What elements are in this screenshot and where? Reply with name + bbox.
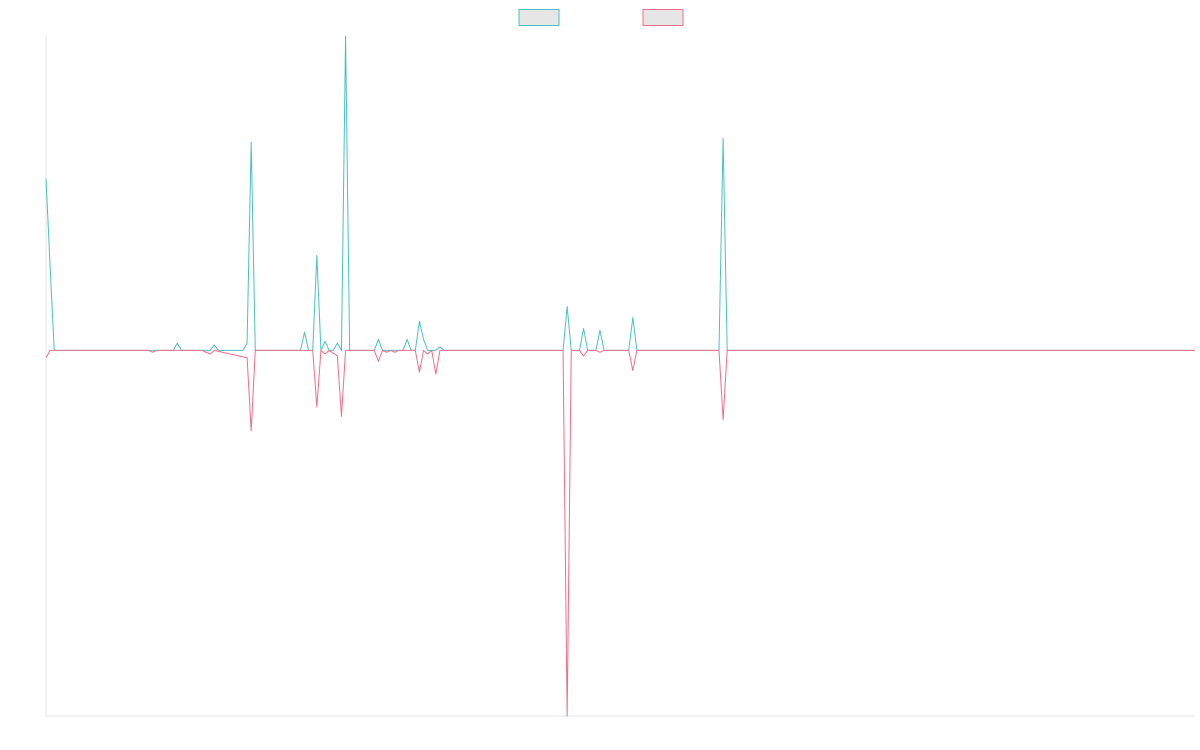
- series-line-2: [45, 349, 1195, 717]
- series-line-1: [45, 35, 1195, 351]
- legend-swatch-1[interactable]: [518, 9, 560, 26]
- legend-item-2[interactable]: [642, 9, 684, 26]
- legend-item-1[interactable]: [518, 9, 560, 26]
- legend: [518, 9, 684, 26]
- legend-swatch-2[interactable]: [642, 9, 684, 26]
- series-group: [45, 35, 1195, 717]
